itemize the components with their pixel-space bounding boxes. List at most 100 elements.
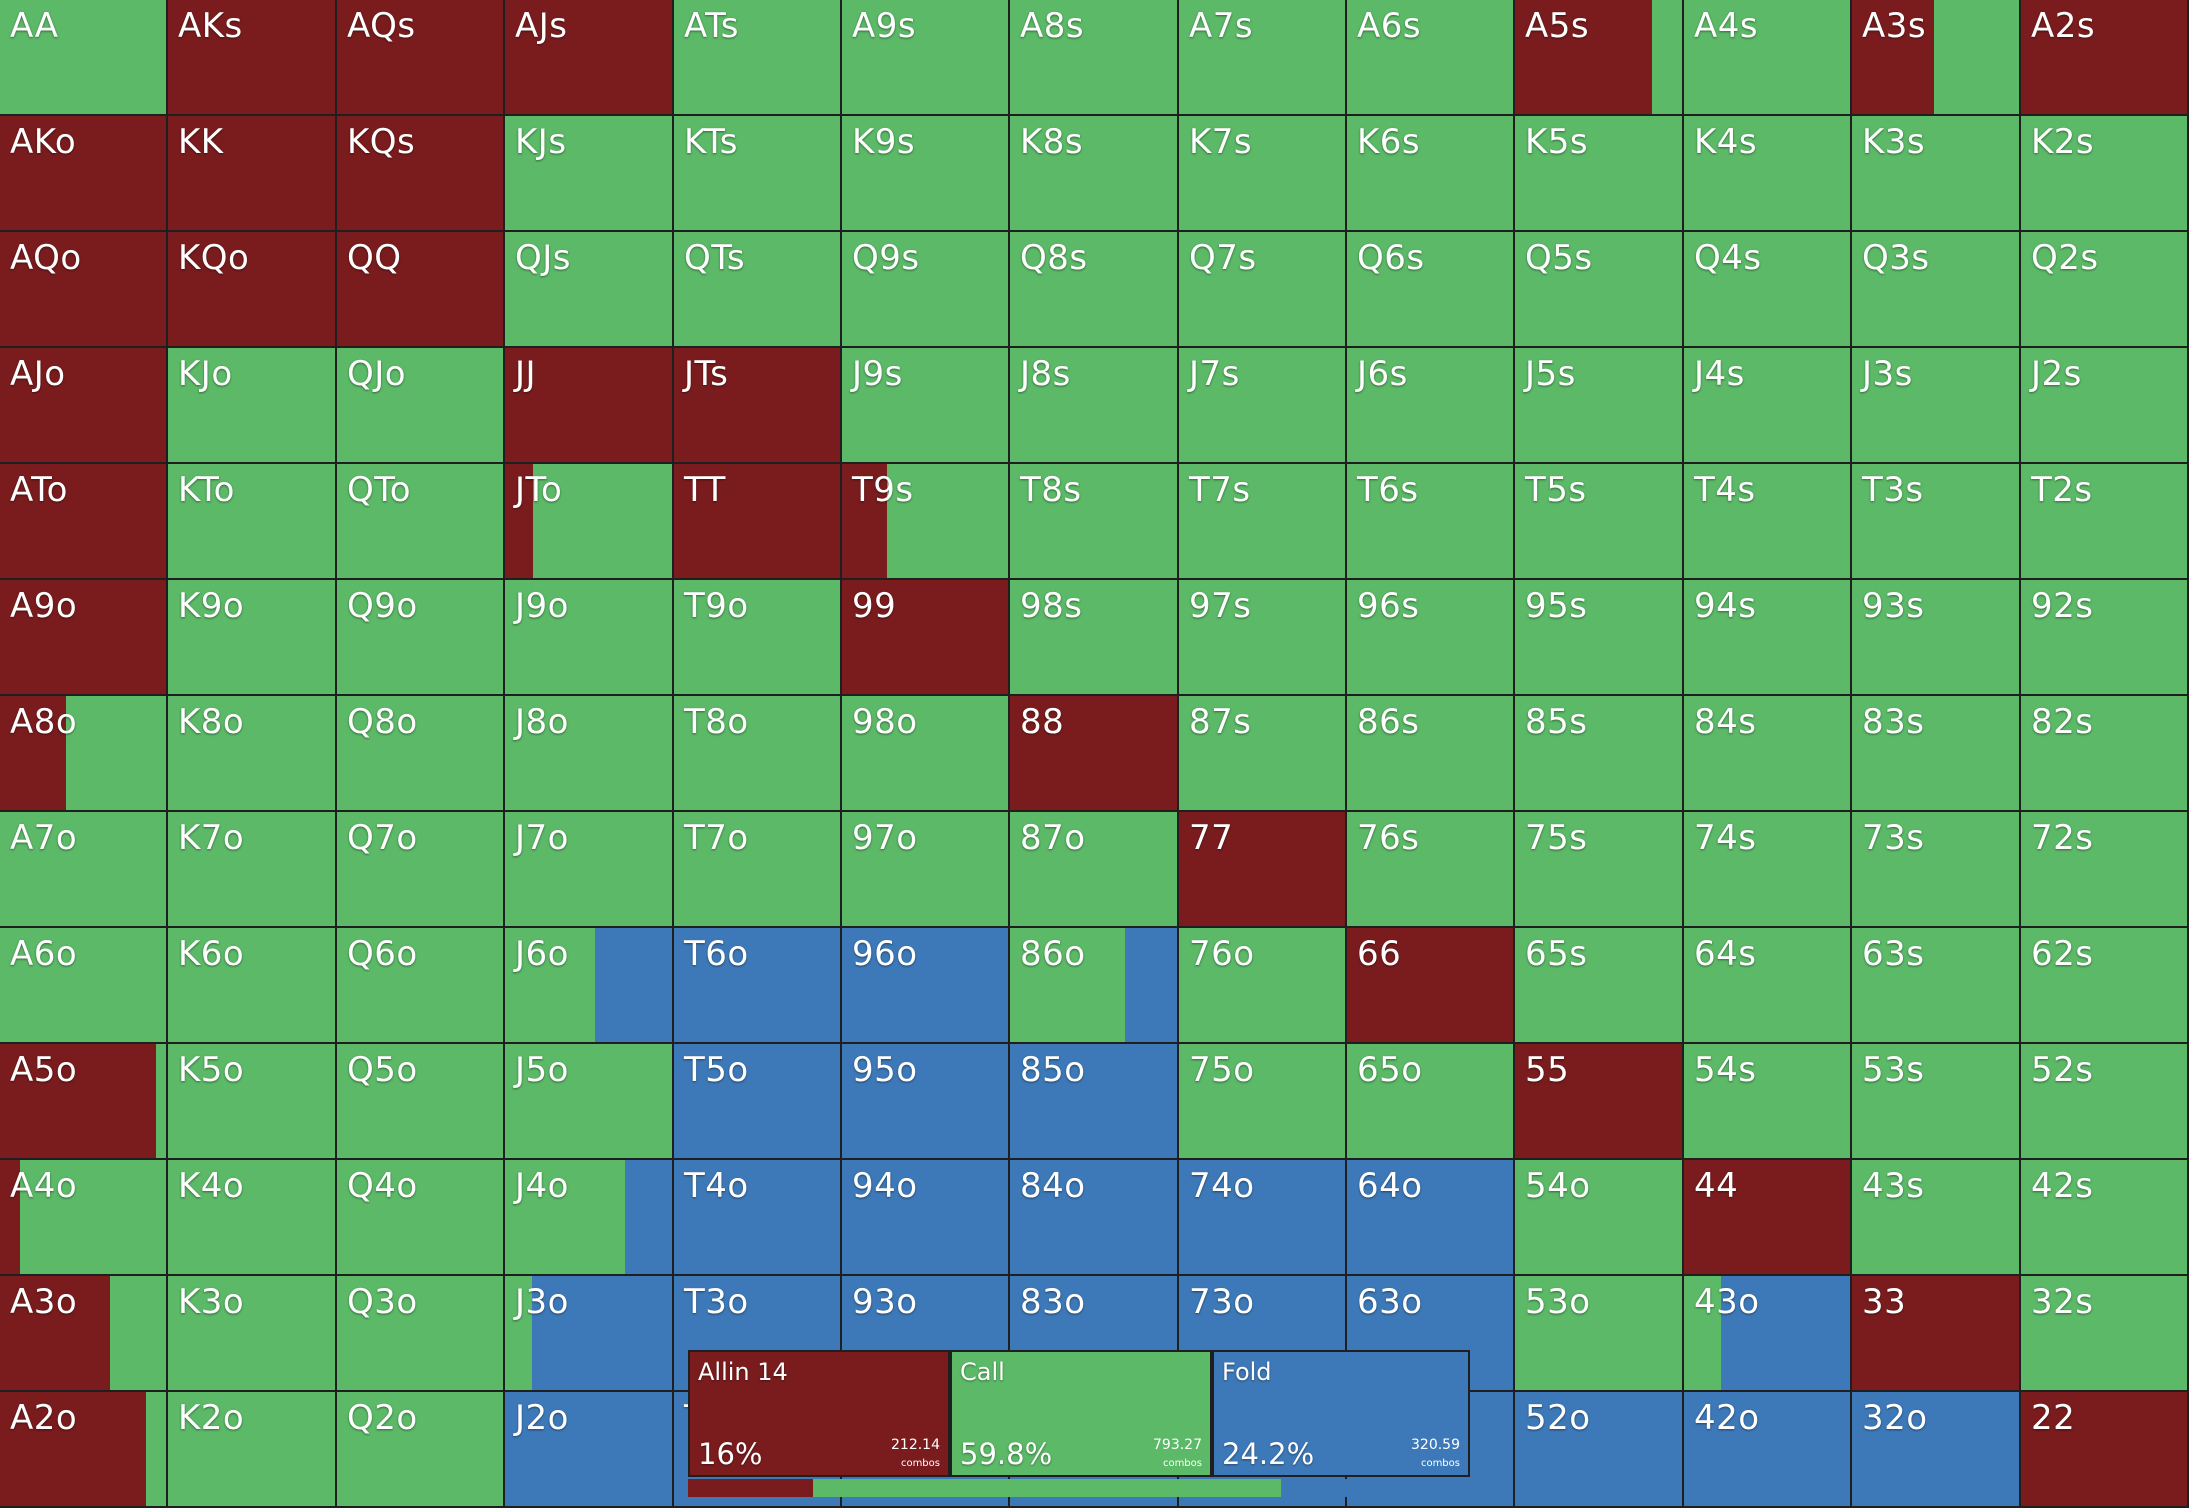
hand-cell-33[interactable]: 33: [1852, 1276, 2021, 1392]
hand-cell-j6s[interactable]: J6s: [1347, 348, 1515, 464]
hand-cell-74o[interactable]: 74o: [1179, 1160, 1347, 1276]
hand-cell-99[interactable]: 99: [842, 580, 1010, 696]
hand-cell-84o[interactable]: 84o: [1010, 1160, 1179, 1276]
hand-cell-87o[interactable]: 87o: [1010, 812, 1179, 928]
hand-cell-86s[interactable]: 86s: [1347, 696, 1515, 812]
hand-cell-k4o[interactable]: K4o: [168, 1160, 337, 1276]
hand-cell-54o[interactable]: 54o: [1515, 1160, 1684, 1276]
hand-cell-82s[interactable]: 82s: [2021, 696, 2189, 812]
hand-cell-a4o[interactable]: A4o: [0, 1160, 168, 1276]
hand-cell-a2s[interactable]: A2s: [2021, 0, 2189, 116]
hand-cell-k5o[interactable]: K5o: [168, 1044, 337, 1160]
hand-cell-t4o[interactable]: T4o: [674, 1160, 842, 1276]
hand-cell-ajo[interactable]: AJo: [0, 348, 168, 464]
hand-cell-98o[interactable]: 98o: [842, 696, 1010, 812]
hand-cell-66[interactable]: 66: [1347, 928, 1515, 1044]
hand-cell-q7s[interactable]: Q7s: [1179, 232, 1347, 348]
hand-cell-j3o[interactable]: J3o: [505, 1276, 674, 1392]
hand-cell-j2s[interactable]: J2s: [2021, 348, 2189, 464]
hand-cell-94s[interactable]: 94s: [1684, 580, 1852, 696]
hand-cell-q3o[interactable]: Q3o: [337, 1276, 505, 1392]
hand-cell-43s[interactable]: 43s: [1852, 1160, 2021, 1276]
hand-cell-a8s[interactable]: A8s: [1010, 0, 1179, 116]
hand-cell-a4s[interactable]: A4s: [1684, 0, 1852, 116]
hand-cell-j4o[interactable]: J4o: [505, 1160, 674, 1276]
hand-cell-52s[interactable]: 52s: [2021, 1044, 2189, 1160]
hand-cell-j2o[interactable]: J2o: [505, 1392, 674, 1508]
hand-cell-kto[interactable]: KTo: [168, 464, 337, 580]
hand-cell-k8s[interactable]: K8s: [1010, 116, 1179, 232]
hand-cell-qts[interactable]: QTs: [674, 232, 842, 348]
hand-cell-76s[interactable]: 76s: [1347, 812, 1515, 928]
hand-cell-q9o[interactable]: Q9o: [337, 580, 505, 696]
hand-cell-q6s[interactable]: Q6s: [1347, 232, 1515, 348]
hand-cell-ajs[interactable]: AJs: [505, 0, 674, 116]
hand-cell-ato[interactable]: ATo: [0, 464, 168, 580]
hand-cell-t7o[interactable]: T7o: [674, 812, 842, 928]
hand-cell-22[interactable]: 22: [2021, 1392, 2189, 1508]
hand-cell-64o[interactable]: 64o: [1347, 1160, 1515, 1276]
hand-cell-k3o[interactable]: K3o: [168, 1276, 337, 1392]
hand-cell-j9s[interactable]: J9s: [842, 348, 1010, 464]
hand-cell-k3s[interactable]: K3s: [1852, 116, 2021, 232]
hand-cell-k7s[interactable]: K7s: [1179, 116, 1347, 232]
hand-cell-t6s[interactable]: T6s: [1347, 464, 1515, 580]
hand-cell-jto[interactable]: JTo: [505, 464, 674, 580]
hand-cell-t6o[interactable]: T6o: [674, 928, 842, 1044]
hand-cell-a5s[interactable]: A5s: [1515, 0, 1684, 116]
hand-cell-92s[interactable]: 92s: [2021, 580, 2189, 696]
hand-cell-aqs[interactable]: AQs: [337, 0, 505, 116]
hand-cell-44[interactable]: 44: [1684, 1160, 1852, 1276]
hand-cell-t3s[interactable]: T3s: [1852, 464, 2021, 580]
hand-cell-t8s[interactable]: T8s: [1010, 464, 1179, 580]
hand-cell-kqo[interactable]: KQo: [168, 232, 337, 348]
hand-cell-k2s[interactable]: K2s: [2021, 116, 2189, 232]
hand-cell-k5s[interactable]: K5s: [1515, 116, 1684, 232]
hand-cell-j7s[interactable]: J7s: [1179, 348, 1347, 464]
hand-cell-a6s[interactable]: A6s: [1347, 0, 1515, 116]
allin-summary-box[interactable]: Allin 14 16% 212.14 combos: [688, 1350, 950, 1477]
hand-cell-j8o[interactable]: J8o: [505, 696, 674, 812]
hand-cell-a5o[interactable]: A5o: [0, 1044, 168, 1160]
hand-cell-87s[interactable]: 87s: [1179, 696, 1347, 812]
hand-cell-53o[interactable]: 53o: [1515, 1276, 1684, 1392]
hand-cell-t5s[interactable]: T5s: [1515, 464, 1684, 580]
hand-cell-kjo[interactable]: KJo: [168, 348, 337, 464]
hand-cell-75s[interactable]: 75s: [1515, 812, 1684, 928]
hand-cell-q4o[interactable]: Q4o: [337, 1160, 505, 1276]
hand-cell-94o[interactable]: 94o: [842, 1160, 1010, 1276]
hand-cell-a7s[interactable]: A7s: [1179, 0, 1347, 116]
hand-cell-qq[interactable]: QQ: [337, 232, 505, 348]
hand-cell-j5o[interactable]: J5o: [505, 1044, 674, 1160]
hand-cell-q6o[interactable]: Q6o: [337, 928, 505, 1044]
hand-cell-a6o[interactable]: A6o: [0, 928, 168, 1044]
hand-cell-k2o[interactable]: K2o: [168, 1392, 337, 1508]
hand-cell-93s[interactable]: 93s: [1852, 580, 2021, 696]
hand-cell-j5s[interactable]: J5s: [1515, 348, 1684, 464]
hand-cell-65o[interactable]: 65o: [1347, 1044, 1515, 1160]
hand-cell-jj[interactable]: JJ: [505, 348, 674, 464]
hand-cell-k9s[interactable]: K9s: [842, 116, 1010, 232]
hand-cell-75o[interactable]: 75o: [1179, 1044, 1347, 1160]
hand-cell-jts[interactable]: JTs: [674, 348, 842, 464]
hand-cell-42o[interactable]: 42o: [1684, 1392, 1852, 1508]
hand-cell-kjs[interactable]: KJs: [505, 116, 674, 232]
hand-cell-t7s[interactable]: T7s: [1179, 464, 1347, 580]
hand-cell-aa[interactable]: AA: [0, 0, 168, 116]
hand-cell-a9o[interactable]: A9o: [0, 580, 168, 696]
hand-cell-j8s[interactable]: J8s: [1010, 348, 1179, 464]
hand-cell-k9o[interactable]: K9o: [168, 580, 337, 696]
hand-cell-62s[interactable]: 62s: [2021, 928, 2189, 1044]
hand-cell-qjs[interactable]: QJs: [505, 232, 674, 348]
hand-cell-54s[interactable]: 54s: [1684, 1044, 1852, 1160]
hand-cell-t9o[interactable]: T9o: [674, 580, 842, 696]
hand-cell-98s[interactable]: 98s: [1010, 580, 1179, 696]
hand-cell-k6s[interactable]: K6s: [1347, 116, 1515, 232]
hand-cell-97o[interactable]: 97o: [842, 812, 1010, 928]
hand-cell-42s[interactable]: 42s: [2021, 1160, 2189, 1276]
hand-cell-q8o[interactable]: Q8o: [337, 696, 505, 812]
call-summary-box[interactable]: Call 59.8% 793.27 combos: [950, 1350, 1212, 1477]
hand-cell-k7o[interactable]: K7o: [168, 812, 337, 928]
hand-cell-qjo[interactable]: QJo: [337, 348, 505, 464]
hand-cell-84s[interactable]: 84s: [1684, 696, 1852, 812]
